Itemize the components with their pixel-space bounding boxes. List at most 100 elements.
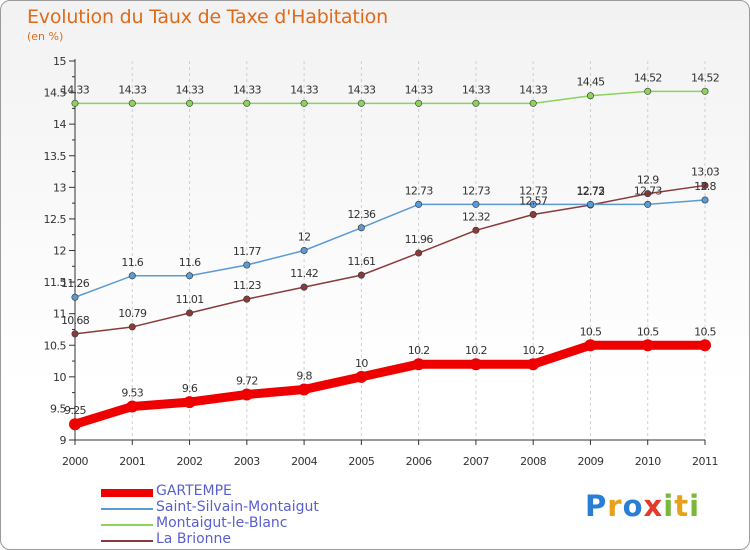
- data-label: 13.03: [691, 165, 720, 178]
- data-label: 12.73: [405, 184, 434, 197]
- x-tick-label: 2002: [177, 455, 203, 468]
- data-label: 12.73: [634, 184, 663, 197]
- data-point: [586, 92, 594, 100]
- y-tick-label: 15: [53, 55, 66, 68]
- y-tick-label: 12.5: [44, 213, 67, 226]
- x-tick-label: 2010: [635, 455, 661, 468]
- data-label: 12.32: [462, 210, 490, 223]
- legend-label: Saint-Silvain-Montaigut: [156, 499, 319, 515]
- data-label: 11.23: [233, 279, 262, 292]
- y-tick-label: 9: [60, 434, 67, 447]
- legend-label: Montaigut-le-Blanc: [156, 515, 288, 531]
- data-point: [300, 247, 308, 255]
- data-point: [527, 358, 540, 371]
- data-label: 11.42: [290, 267, 318, 280]
- data-point: [128, 272, 136, 280]
- data-point: [701, 87, 709, 95]
- data-point: [243, 261, 251, 269]
- y-tick-label: 11: [53, 308, 66, 321]
- data-label: 11.96: [405, 233, 434, 246]
- data-label: 14.33: [347, 83, 376, 96]
- data-label: 10.2: [465, 344, 487, 357]
- logo-letter: o: [622, 489, 644, 523]
- data-label: 10: [355, 357, 368, 370]
- x-tick-label: 2000: [62, 455, 88, 468]
- data-label: 9.72: [236, 375, 258, 388]
- data-label: 10.5: [637, 325, 659, 338]
- data-label: 9.53: [121, 387, 143, 400]
- data-label: 10.5: [694, 325, 716, 338]
- data-label: 10.79: [118, 307, 147, 320]
- data-label: 12.73: [519, 184, 548, 197]
- data-label: 14.52: [691, 71, 719, 84]
- data-label: 10.68: [61, 314, 90, 327]
- logo-letter: t: [674, 489, 690, 523]
- data-point: [183, 396, 196, 409]
- data-label: 10.5: [580, 325, 602, 338]
- data-point: [584, 339, 597, 352]
- data-label: 12.8: [694, 180, 716, 193]
- x-tick-label: 2004: [291, 455, 317, 468]
- x-tick-label: 2006: [406, 455, 432, 468]
- data-point: [472, 99, 480, 107]
- data-label: 14.45: [576, 76, 605, 89]
- data-point: [128, 323, 136, 331]
- data-label: 14.52: [634, 71, 662, 84]
- data-point: [472, 226, 480, 234]
- series-line-1: [74, 199, 706, 298]
- data-point: [357, 99, 365, 107]
- legend-swatch: [101, 540, 153, 542]
- x-tick-label: 2001: [119, 455, 145, 468]
- y-tick-label: 9.5: [50, 402, 66, 415]
- y-tick-label: 10.5: [44, 339, 67, 352]
- y-tick-label: 13: [53, 181, 66, 194]
- data-point: [240, 388, 253, 401]
- chart-title: Evolution du Taux de Taxe d'Habitation: [27, 6, 388, 28]
- data-point: [529, 200, 537, 208]
- data-point: [357, 271, 365, 279]
- logo-letter: i: [663, 489, 675, 523]
- data-point: [415, 200, 423, 208]
- y-tick-label: 13.5: [44, 150, 67, 163]
- legend-swatch: [101, 508, 153, 510]
- data-point: [469, 358, 482, 371]
- data-point: [69, 418, 81, 431]
- data-point: [298, 383, 311, 396]
- x-tick-label: 2008: [520, 455, 546, 468]
- y-tick-label: 10: [53, 371, 66, 384]
- logo-letter: x: [643, 489, 664, 523]
- y-tick-label: 11.5: [44, 276, 67, 289]
- x-tick-label: 2005: [348, 455, 374, 468]
- data-label: 9.6: [182, 382, 198, 395]
- data-point: [412, 358, 425, 371]
- data-point: [415, 249, 423, 257]
- series-line-3: [74, 184, 706, 335]
- data-point: [586, 200, 594, 208]
- y-axis-unit: (en %): [27, 30, 64, 43]
- data-label: 11.26: [61, 277, 90, 290]
- data-label: 14.33: [118, 83, 147, 96]
- data-label: 11.77: [233, 245, 262, 258]
- data-label: 14.33: [233, 83, 262, 96]
- data-point: [128, 99, 136, 107]
- y-tick-label: 12: [53, 245, 66, 258]
- data-label: 9.25: [64, 404, 86, 417]
- x-tick-label: 2003: [234, 455, 260, 468]
- data-point: [529, 99, 537, 107]
- data-point: [71, 99, 79, 107]
- data-label: 12: [298, 231, 311, 244]
- series-line-0: [70, 340, 710, 429]
- data-point: [186, 309, 194, 317]
- data-point: [644, 190, 652, 198]
- data-label: 14.33: [61, 83, 90, 96]
- data-point: [701, 181, 709, 189]
- data-point: [243, 295, 251, 303]
- data-point: [644, 87, 652, 95]
- proxiti-logo: Proxiti: [585, 489, 700, 523]
- data-point: [472, 200, 480, 208]
- data-point: [641, 339, 654, 352]
- data-point: [300, 283, 308, 291]
- data-label: 12.73: [462, 184, 491, 197]
